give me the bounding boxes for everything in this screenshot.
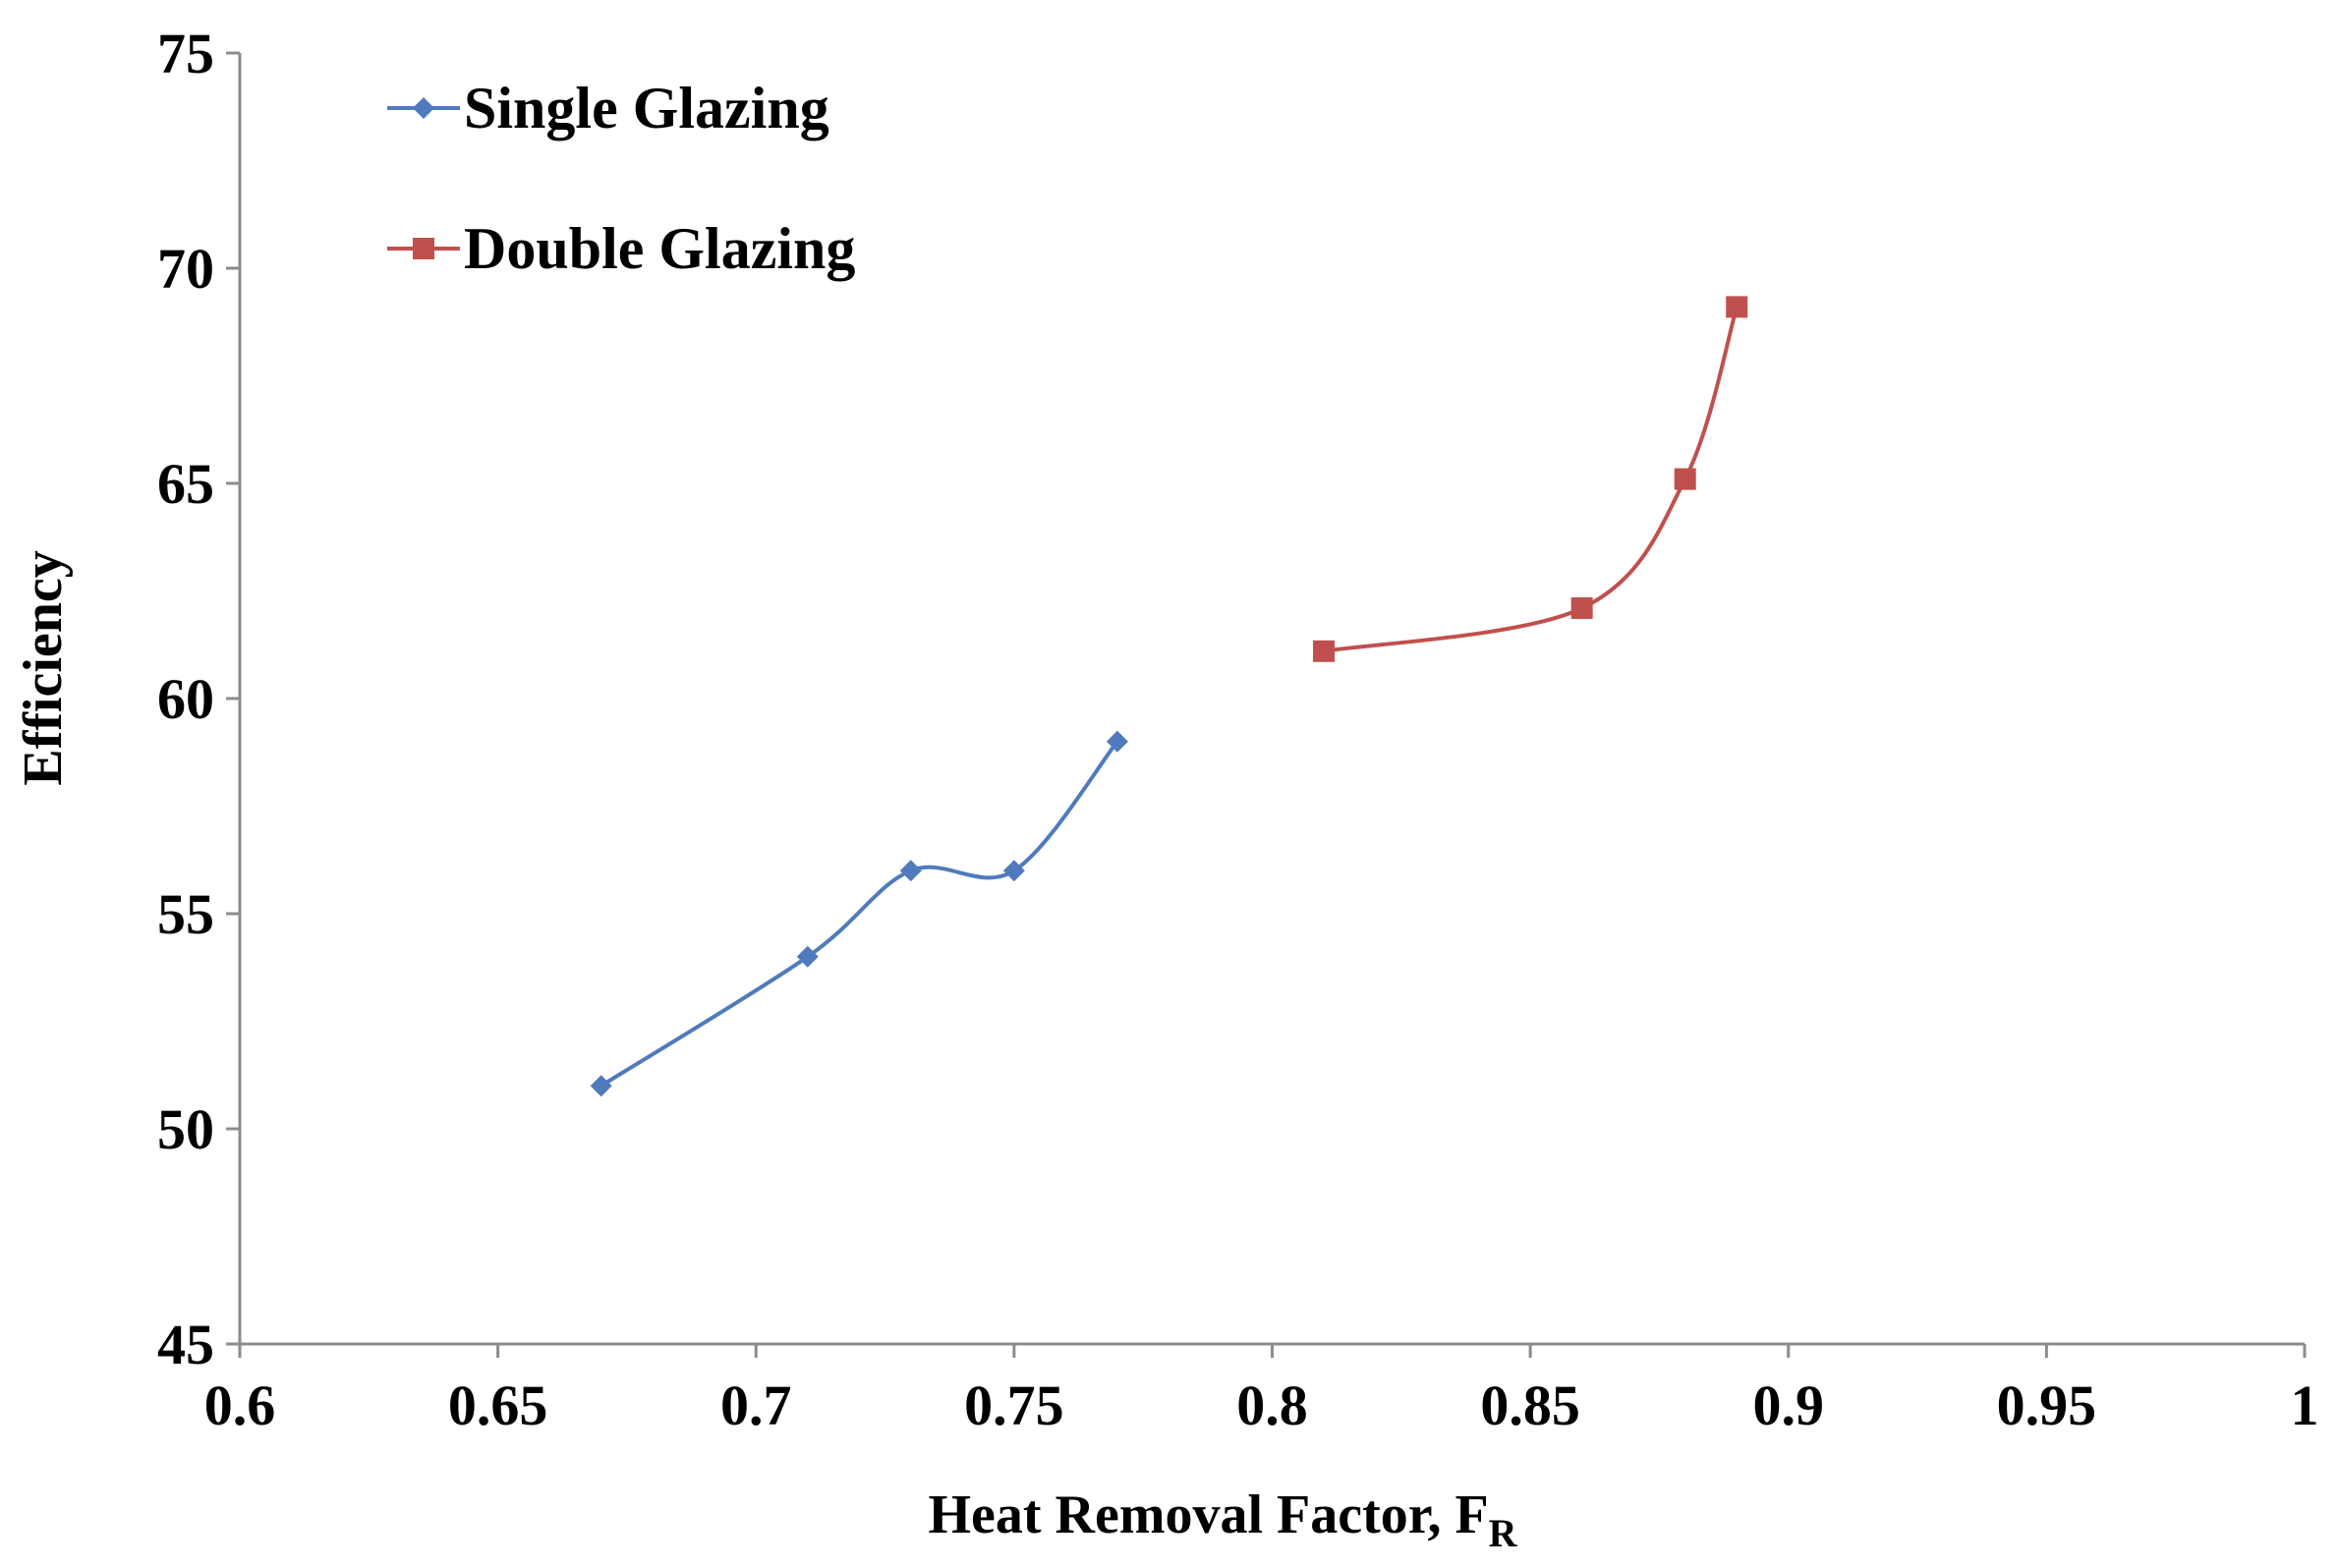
legend-item-single-glazing: Single Glazing: [387, 76, 829, 140]
x-tick-label: 0.85: [1480, 1373, 1580, 1437]
series-double-glazing: [1313, 296, 1748, 662]
series-line-double-glazing: [1323, 306, 1739, 653]
y-axis-ticks: 45 50 55 60 65 70 75: [157, 22, 240, 1376]
x-tick-label: 0.75: [964, 1373, 1064, 1437]
data-point-double-glazing: [1570, 597, 1593, 620]
x-tick-label: 0.9: [1753, 1373, 1825, 1437]
x-tick-label: 0.8: [1236, 1373, 1308, 1437]
y-tick-label: 65: [157, 452, 214, 516]
y-tick-label: 55: [157, 882, 214, 946]
legend-label-double-glazing: Double Glazing: [464, 216, 855, 281]
data-point-single-glazing: [1106, 730, 1128, 753]
x-axis-title: Heat Removal Factor, FR: [928, 1484, 1517, 1555]
data-point-single-glazing: [590, 1075, 612, 1097]
data-point-double-glazing: [1726, 296, 1748, 318]
y-tick-label: 45: [157, 1313, 214, 1376]
y-tick-label: 70: [157, 237, 214, 301]
data-point-double-glazing: [1674, 468, 1696, 490]
x-tick-label: 0.95: [1997, 1373, 2097, 1437]
y-tick-label: 50: [157, 1097, 214, 1161]
series-layer: [590, 296, 1748, 1097]
data-point-single-glazing: [899, 860, 922, 882]
data-point-double-glazing: [1313, 640, 1336, 662]
data-point-single-glazing: [1002, 860, 1025, 882]
x-axis-title-main: Heat Removal Factor, F: [928, 1484, 1488, 1545]
y-tick-label: 75: [157, 22, 214, 85]
legend: Single Glazing Double Glazing: [387, 76, 855, 281]
legend-marker-double-glazing: [413, 238, 434, 259]
x-tick-label: 0.7: [720, 1373, 792, 1437]
x-axis-title-subscript: R: [1489, 1511, 1518, 1555]
x-tick-label: 0.65: [448, 1373, 548, 1437]
data-point-single-glazing: [796, 945, 819, 968]
legend-label-single-glazing: Single Glazing: [464, 76, 829, 140]
y-axis-title: Efficiency: [13, 550, 74, 785]
series-line-single-glazing: [599, 740, 1119, 1088]
y-tick-label: 60: [157, 667, 214, 731]
series-single-glazing: [590, 730, 1128, 1097]
x-axis-ticks: 0.6 0.65 0.7 0.75 0.8 0.85 0.9 0.95 1: [204, 1344, 2319, 1437]
legend-marker-single-glazing: [413, 97, 434, 119]
x-tick-label: 1: [2291, 1373, 2319, 1437]
x-tick-label: 0.6: [204, 1373, 276, 1437]
legend-item-double-glazing: Double Glazing: [387, 216, 855, 281]
